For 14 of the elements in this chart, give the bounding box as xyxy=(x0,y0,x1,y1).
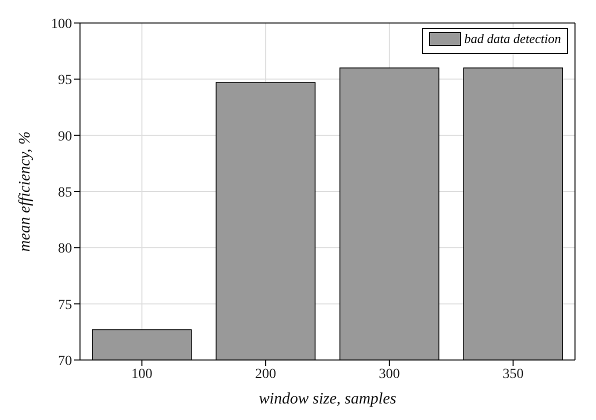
x-tick-label: 100 xyxy=(131,366,152,382)
x-tick-label: 200 xyxy=(255,366,276,382)
y-tick-label: 80 xyxy=(58,242,72,257)
y-tick-label: 90 xyxy=(58,129,72,144)
x-tick-label: 350 xyxy=(502,366,524,382)
y-tick-label: 75 xyxy=(58,298,72,313)
y-tick-label: 70 xyxy=(58,354,72,369)
y-tick-label: 85 xyxy=(58,185,72,200)
x-axis-title: window size, samples xyxy=(258,390,396,408)
legend-label: bad data detection xyxy=(463,31,561,47)
x-tick-label: 300 xyxy=(378,366,400,382)
y-tick-label: 95 xyxy=(58,73,72,88)
y-axis-title: mean efficiency, % xyxy=(16,131,34,252)
y-tick-label: 100 xyxy=(51,16,72,32)
